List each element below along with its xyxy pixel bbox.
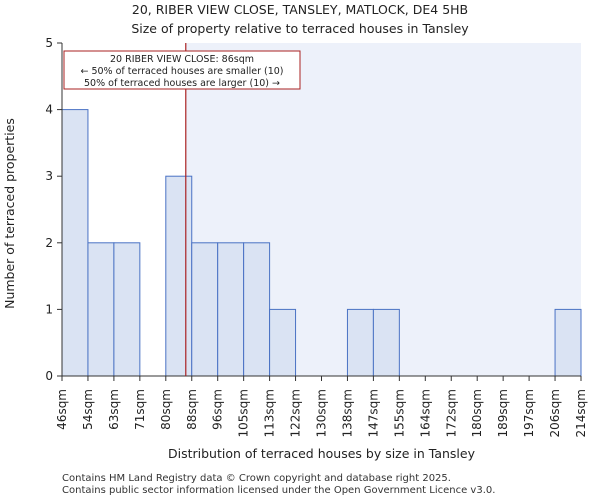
- chart-title-line2: Size of property relative to terraced ho…: [131, 21, 469, 36]
- x-tick-label: 206sqm: [548, 389, 562, 437]
- x-tick-label: 138sqm: [340, 389, 354, 437]
- y-tick-label: 0: [45, 369, 53, 383]
- x-tick-label: 147sqm: [366, 389, 380, 437]
- x-tick-label: 189sqm: [496, 389, 510, 437]
- x-tick-label: 180sqm: [470, 389, 484, 437]
- x-tick-label: 197sqm: [522, 389, 536, 437]
- footer-copyright-line: Contains HM Land Registry data © Crown c…: [62, 473, 451, 484]
- x-tick-label: 122sqm: [289, 389, 303, 437]
- footer-licence-line: Contains public sector information licen…: [62, 485, 496, 496]
- x-tick-label: 63sqm: [107, 389, 121, 430]
- plot-area: 0 1 2 3 4 5 46sqm 54sqm 63sqm 71sqm 80sqm 88sqm 96sq…: [2, 36, 588, 461]
- histogram-bar: [346, 308, 374, 377]
- x-tick-label: 113sqm: [263, 389, 277, 437]
- x-tick-label: 105sqm: [237, 389, 251, 437]
- x-axis-label: Distribution of terraced houses by size …: [168, 446, 476, 461]
- histogram-bar: [269, 308, 297, 377]
- x-tick-label: 130sqm: [315, 389, 329, 437]
- x-tick-label: 164sqm: [418, 389, 432, 437]
- chart-title-line1: 20, RIBER VIEW CLOSE, TANSLEY, MATLOCK, …: [131, 2, 469, 17]
- x-tick-label: 96sqm: [211, 389, 225, 430]
- histogram-bar: [554, 308, 582, 377]
- y-tick-label: 4: [45, 103, 53, 117]
- histogram-bar: [372, 308, 400, 377]
- histogram-bar: [217, 242, 245, 377]
- x-tick-label: 172sqm: [444, 389, 458, 437]
- histogram-bar: [113, 242, 141, 377]
- histogram-bar: [87, 242, 115, 377]
- y-tick-label: 3: [45, 169, 53, 183]
- x-tick-label: 54sqm: [81, 389, 95, 430]
- x-tick-label: 46sqm: [55, 389, 69, 430]
- histogram-bar: [61, 109, 89, 377]
- y-tick-label: 1: [45, 302, 53, 316]
- x-tick-label: 80sqm: [159, 389, 173, 430]
- annotation-line1: 20 RIBER VIEW CLOSE: 86sqm: [110, 54, 254, 65]
- histogram-bar: [243, 242, 271, 377]
- histogram-bar: [165, 175, 193, 377]
- x-tick-label: 71sqm: [133, 389, 147, 430]
- annotation-line2: ← 50% of terraced houses are smaller (10…: [80, 66, 283, 77]
- histogram-bar: [191, 242, 219, 377]
- y-tick-label: 5: [45, 36, 53, 50]
- y-tick-label: 2: [45, 236, 53, 250]
- x-tick-label: 214sqm: [574, 389, 588, 437]
- y-axis-label: Number of terraced properties: [2, 118, 17, 309]
- annotation-box: [63, 50, 301, 90]
- x-tick-label: 155sqm: [392, 389, 406, 437]
- annotation-line3: 50% of terraced houses are larger (10) →: [84, 78, 280, 89]
- x-tick-label: 88sqm: [185, 389, 199, 430]
